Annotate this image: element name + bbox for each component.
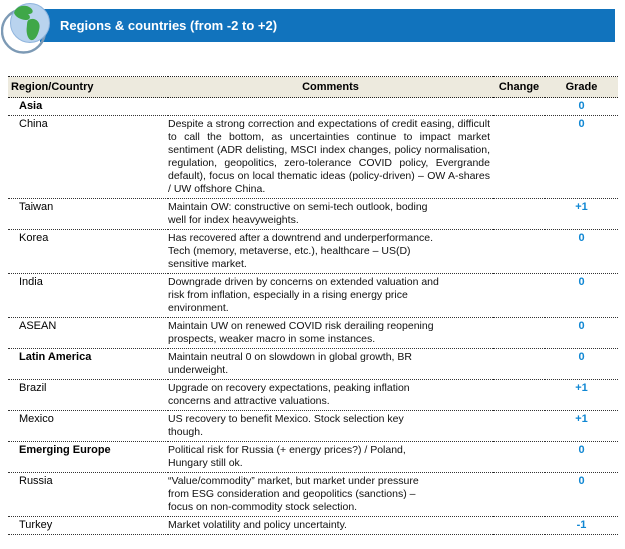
grade-cell: +1 (545, 410, 618, 442)
globe-icon (0, 1, 51, 57)
comment-text: Maintain neutral 0 on slowdown in global… (168, 351, 412, 376)
table-row: Korea Has recovered after a downtrend an… (8, 229, 618, 274)
comment-text: Upgrade on recovery expectations, peakin… (168, 382, 410, 407)
comment-cell: Despite a strong correction and expectat… (168, 115, 493, 199)
table-body: Asia 0 China Despite a strong correction… (8, 97, 618, 535)
regions-table: Region/Country Comments Change Grade Asi… (8, 76, 618, 535)
region-cell: ASEAN (8, 317, 168, 349)
comment-text: Has recovered after a downtrend and unde… (168, 232, 433, 270)
region-cell: Asia (8, 97, 168, 116)
table-row: Emerging Europe Political risk for Russi… (8, 441, 618, 473)
comment-text: Despite a strong correction and expectat… (168, 118, 490, 195)
comment-text: “Value/commodity” market, but market und… (168, 475, 419, 513)
change-cell (493, 516, 545, 535)
column-header-comments: Comments (168, 76, 493, 98)
change-cell (493, 317, 545, 349)
table-row: Asia 0 (8, 97, 618, 116)
comment-cell: Market volatility and policy uncertainty… (168, 516, 493, 535)
table-header-row: Region/Country Comments Change Grade (8, 76, 618, 98)
comment-text: Maintain OW: constructive on semi-tech o… (168, 201, 428, 226)
comment-text: Maintain UW on renewed COVID risk derail… (168, 320, 434, 345)
section-banner: Regions & countries (from -2 to +2) (40, 9, 615, 42)
grade-cell: 0 (545, 472, 618, 517)
grade-cell: 0 (545, 317, 618, 349)
comment-cell: Maintain neutral 0 on slowdown in global… (168, 348, 493, 380)
grade-cell: 0 (545, 348, 618, 380)
change-cell (493, 198, 545, 230)
table-row: Mexico US recovery to benefit Mexico. St… (8, 410, 618, 442)
table-row: India Downgrade driven by concerns on ex… (8, 273, 618, 318)
region-cell: Turkey (8, 516, 168, 535)
comment-cell: Downgrade driven by concerns on extended… (168, 273, 493, 318)
column-header-region: Region/Country (8, 76, 168, 98)
comment-cell: Maintain OW: constructive on semi-tech o… (168, 198, 493, 230)
comment-cell (168, 97, 493, 116)
grade-cell: +1 (545, 379, 618, 411)
region-cell: Latin America (8, 348, 168, 380)
change-cell (493, 441, 545, 473)
table-row: Latin America Maintain neutral 0 on slow… (8, 348, 618, 380)
comment-text: US recovery to benefit Mexico. Stock sel… (168, 413, 404, 438)
change-cell (493, 97, 545, 116)
column-header-grade: Grade (545, 76, 618, 98)
comment-cell: US recovery to benefit Mexico. Stock sel… (168, 410, 493, 442)
grade-cell: 0 (545, 441, 618, 473)
comment-cell: Political risk for Russia (+ energy pric… (168, 441, 493, 473)
table-row: Brazil Upgrade on recovery expectations,… (8, 379, 618, 411)
table-row: ASEAN Maintain UW on renewed COVID risk … (8, 317, 618, 349)
region-cell: Emerging Europe (8, 441, 168, 473)
globe-icon-svg (0, 3, 50, 54)
comment-cell: Has recovered after a downtrend and unde… (168, 229, 493, 274)
grade-cell: 0 (545, 97, 618, 116)
change-cell (493, 115, 545, 199)
grade-cell: 0 (545, 229, 618, 274)
change-cell (493, 379, 545, 411)
comment-cell: “Value/commodity” market, but market und… (168, 472, 493, 517)
change-cell (493, 348, 545, 380)
table-row: China Despite a strong correction and ex… (8, 115, 618, 199)
change-cell (493, 273, 545, 318)
table-row: Turkey Market volatility and policy unce… (8, 516, 618, 535)
region-cell: Korea (8, 229, 168, 274)
region-cell: Russia (8, 472, 168, 517)
table-row: Taiwan Maintain OW: constructive on semi… (8, 198, 618, 230)
comment-text: Downgrade driven by concerns on extended… (168, 276, 439, 314)
section-title: Regions & countries (from -2 to +2) (60, 18, 278, 33)
region-cell: China (8, 115, 168, 199)
grade-cell: 0 (545, 115, 618, 199)
comment-cell: Maintain UW on renewed COVID risk derail… (168, 317, 493, 349)
column-header-change: Change (493, 76, 545, 98)
region-cell: Brazil (8, 379, 168, 411)
table-row: Russia “Value/commodity” market, but mar… (8, 472, 618, 517)
grade-cell: 0 (545, 273, 618, 318)
region-cell: Mexico (8, 410, 168, 442)
change-cell (493, 472, 545, 517)
change-cell (493, 410, 545, 442)
comment-cell: Upgrade on recovery expectations, peakin… (168, 379, 493, 411)
grade-cell: -1 (545, 516, 618, 535)
region-cell: Taiwan (8, 198, 168, 230)
change-cell (493, 229, 545, 274)
region-cell: India (8, 273, 168, 318)
comment-text: Market volatility and policy uncertainty… (168, 519, 347, 531)
grade-cell: +1 (545, 198, 618, 230)
comment-text: Political risk for Russia (+ energy pric… (168, 444, 406, 469)
